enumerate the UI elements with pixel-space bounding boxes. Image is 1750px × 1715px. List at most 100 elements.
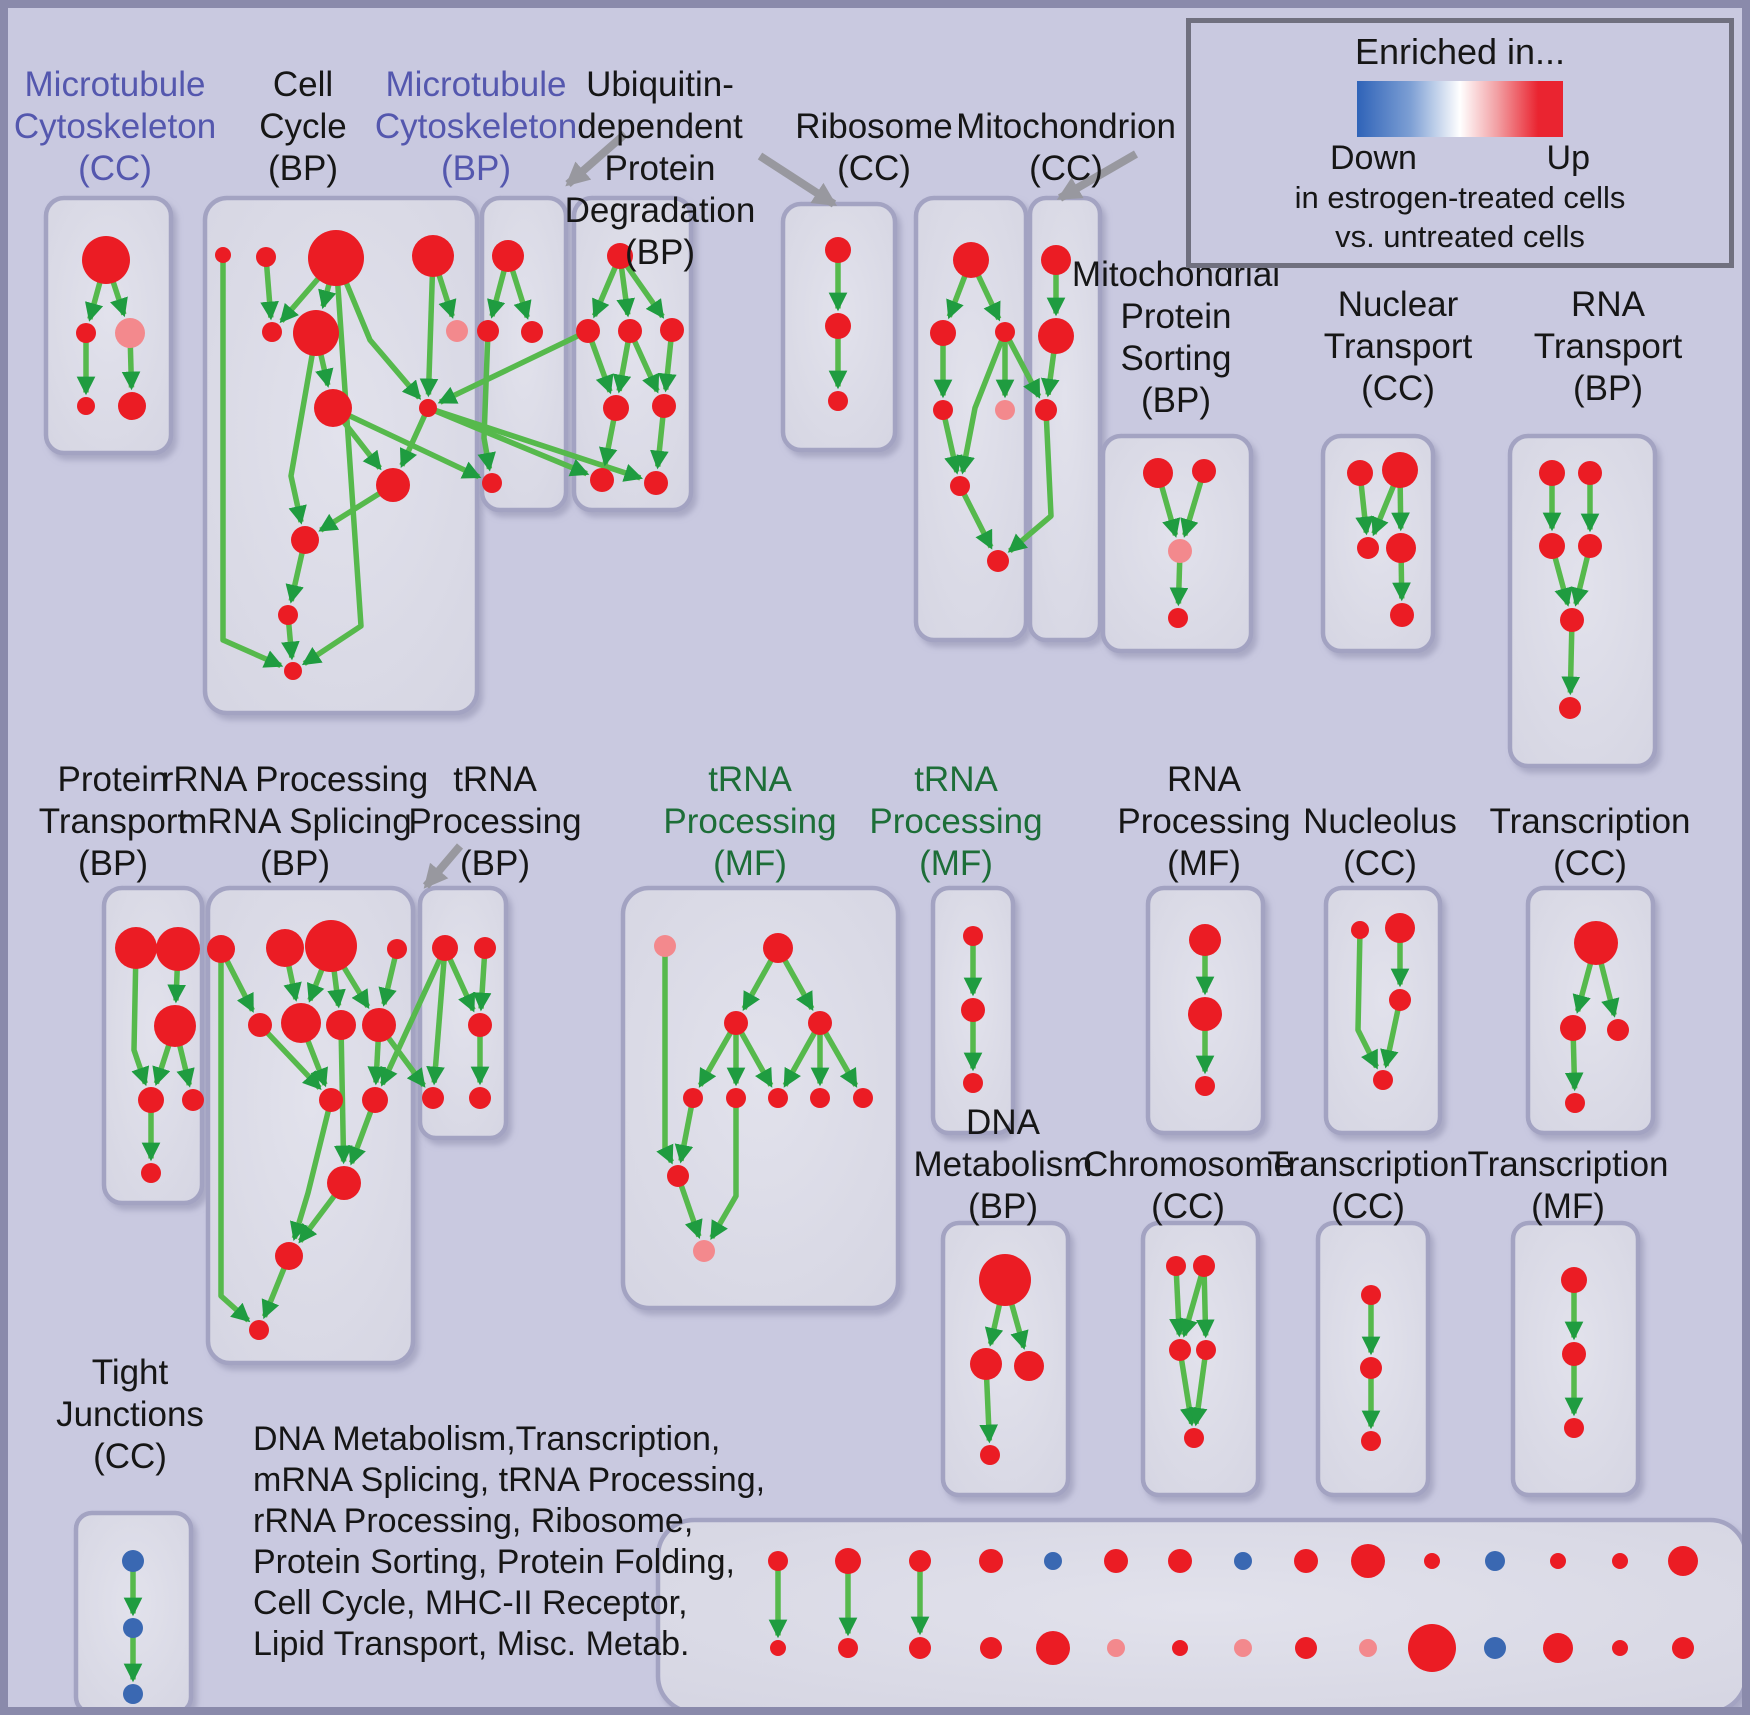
go-term-node-bb2	[838, 1638, 858, 1658]
go-term-node-i2	[1188, 997, 1222, 1031]
go-term-node-p1	[115, 927, 157, 969]
go-term-node-q4	[387, 939, 407, 959]
go-term-node-bb8	[1234, 1639, 1252, 1657]
go-term-node-z3	[123, 1684, 143, 1704]
go-term-node-c5	[262, 322, 282, 342]
go-term-node-bb10	[1359, 1639, 1377, 1657]
go-term-node-c10	[376, 468, 410, 502]
group-box-misc-panel	[655, 1517, 1742, 1707]
go-term-node-g5	[683, 1088, 703, 1108]
go-term-node-g3	[724, 1011, 748, 1035]
pointer-arrow	[422, 843, 464, 889]
go-term-node-m4	[482, 473, 502, 493]
go-term-node-p6	[141, 1163, 161, 1183]
go-term-node-q7	[326, 1010, 356, 1040]
label-transcription-cc-2: Transcription (CC)	[1268, 1145, 1469, 1226]
go-term-node-x3	[1564, 1418, 1584, 1438]
go-term-node-bb1	[770, 1640, 786, 1656]
go-term-node-u2	[576, 319, 600, 343]
label-rna-transport: RNA Transport (BP)	[1534, 285, 1683, 408]
edge-arrow	[957, 484, 994, 550]
go-term-node-r1	[953, 242, 989, 278]
legend-subtitle-2: vs. untreated cells	[1335, 219, 1585, 254]
go-term-node-n1	[1347, 460, 1373, 486]
go-term-node-bt4	[979, 1549, 1003, 1573]
go-term-node-u5	[603, 395, 629, 421]
go-term-node-g10	[667, 1165, 689, 1187]
go-term-node-u4	[660, 318, 684, 342]
edge-arrow	[218, 949, 251, 1323]
edge-arrow	[956, 330, 1008, 475]
go-term-node-bb14	[1612, 1640, 1628, 1656]
go-term-node-r5	[995, 400, 1015, 420]
go-term-node-g8	[810, 1088, 830, 1108]
pointer-arrow	[565, 130, 628, 188]
go-term-node-g11	[693, 1240, 715, 1262]
go-term-node-q9	[319, 1088, 343, 1112]
go-term-node-r2	[930, 320, 956, 346]
edge-arrow	[333, 256, 422, 400]
go-term-node-n5	[1390, 603, 1414, 627]
go-term-node-q8	[362, 1008, 396, 1042]
go-term-node-d2	[970, 1348, 1002, 1380]
go-term-node-g1	[654, 935, 676, 957]
go-term-node-s4	[1168, 608, 1188, 628]
go-term-node-u8	[644, 471, 668, 495]
go-term-node-w1	[432, 935, 458, 961]
edge-arrow	[331, 405, 482, 480]
edge-arrow	[301, 257, 364, 666]
go-term-node-bt5	[1044, 1552, 1062, 1570]
go-term-node-t4	[1578, 534, 1602, 558]
go-term-node-g4	[808, 1011, 832, 1035]
go-term-node-bt3	[909, 1550, 931, 1572]
go-term-node-q10	[362, 1087, 388, 1113]
legend-gradient-bar	[1357, 81, 1563, 137]
label-protein-transport: Protein Transport (BP)	[39, 760, 188, 883]
go-term-node-f1	[1361, 1285, 1381, 1305]
edge-arrow	[258, 1023, 322, 1091]
go-term-node-c6	[293, 310, 339, 356]
edge-arrow	[1195, 1265, 1215, 1339]
go-term-node-q13	[249, 1320, 269, 1340]
go-term-node-bt15	[1668, 1546, 1698, 1576]
go-term-node-h3	[963, 1073, 983, 1093]
go-term-node-c13	[284, 662, 302, 680]
edge-arrow	[1380, 999, 1403, 1069]
edge-arrow	[379, 946, 448, 1087]
go-term-node-a4	[77, 397, 95, 415]
go-term-node-r4	[933, 400, 953, 420]
label-dna-metabolism: DNA Metabolism (BP)	[914, 1103, 1093, 1226]
edge-arrow	[477, 330, 496, 472]
go-term-node-q3	[305, 920, 357, 972]
go-term-node-bb4	[980, 1637, 1002, 1659]
go-term-node-q1	[207, 935, 235, 963]
go-term-node-g9	[853, 1088, 873, 1108]
go-term-node-bt1	[768, 1551, 788, 1571]
edge-arrow	[426, 947, 448, 1086]
group-box-dna-metabolism	[940, 1220, 1071, 1498]
go-network-diagram: Microtubule Cytoskeleton (CC) Cell Cycle (BP)…	[14, 65, 1742, 1707]
go-term-node-mt1	[1041, 245, 1071, 275]
label-transcription-cc-1: Transcription (CC)	[1490, 802, 1691, 883]
go-term-node-i1	[1189, 924, 1221, 956]
go-term-node-c3	[308, 230, 364, 286]
label-trna-mf-2: tRNA Processing (MF)	[869, 760, 1042, 883]
edge-arrow	[1179, 1265, 1207, 1338]
go-term-node-t3	[1539, 533, 1565, 559]
go-term-node-m3	[521, 321, 543, 343]
edge-arrow	[220, 255, 284, 669]
go-term-node-n3	[1357, 537, 1379, 559]
edge-arrow	[1007, 409, 1054, 554]
go-term-node-i3	[1195, 1076, 1215, 1096]
go-term-node-w5	[469, 1087, 491, 1109]
go-term-node-r3	[995, 322, 1015, 342]
go-term-node-p2	[156, 927, 200, 971]
edge-arrow	[656, 946, 674, 1165]
go-term-node-bb5	[1036, 1631, 1070, 1665]
go-term-node-h2	[961, 998, 985, 1022]
go-term-node-z1	[122, 1550, 144, 1572]
go-term-node-e3	[1169, 1339, 1191, 1361]
go-term-node-k4	[1565, 1093, 1585, 1113]
go-term-node-f3	[1361, 1431, 1381, 1451]
